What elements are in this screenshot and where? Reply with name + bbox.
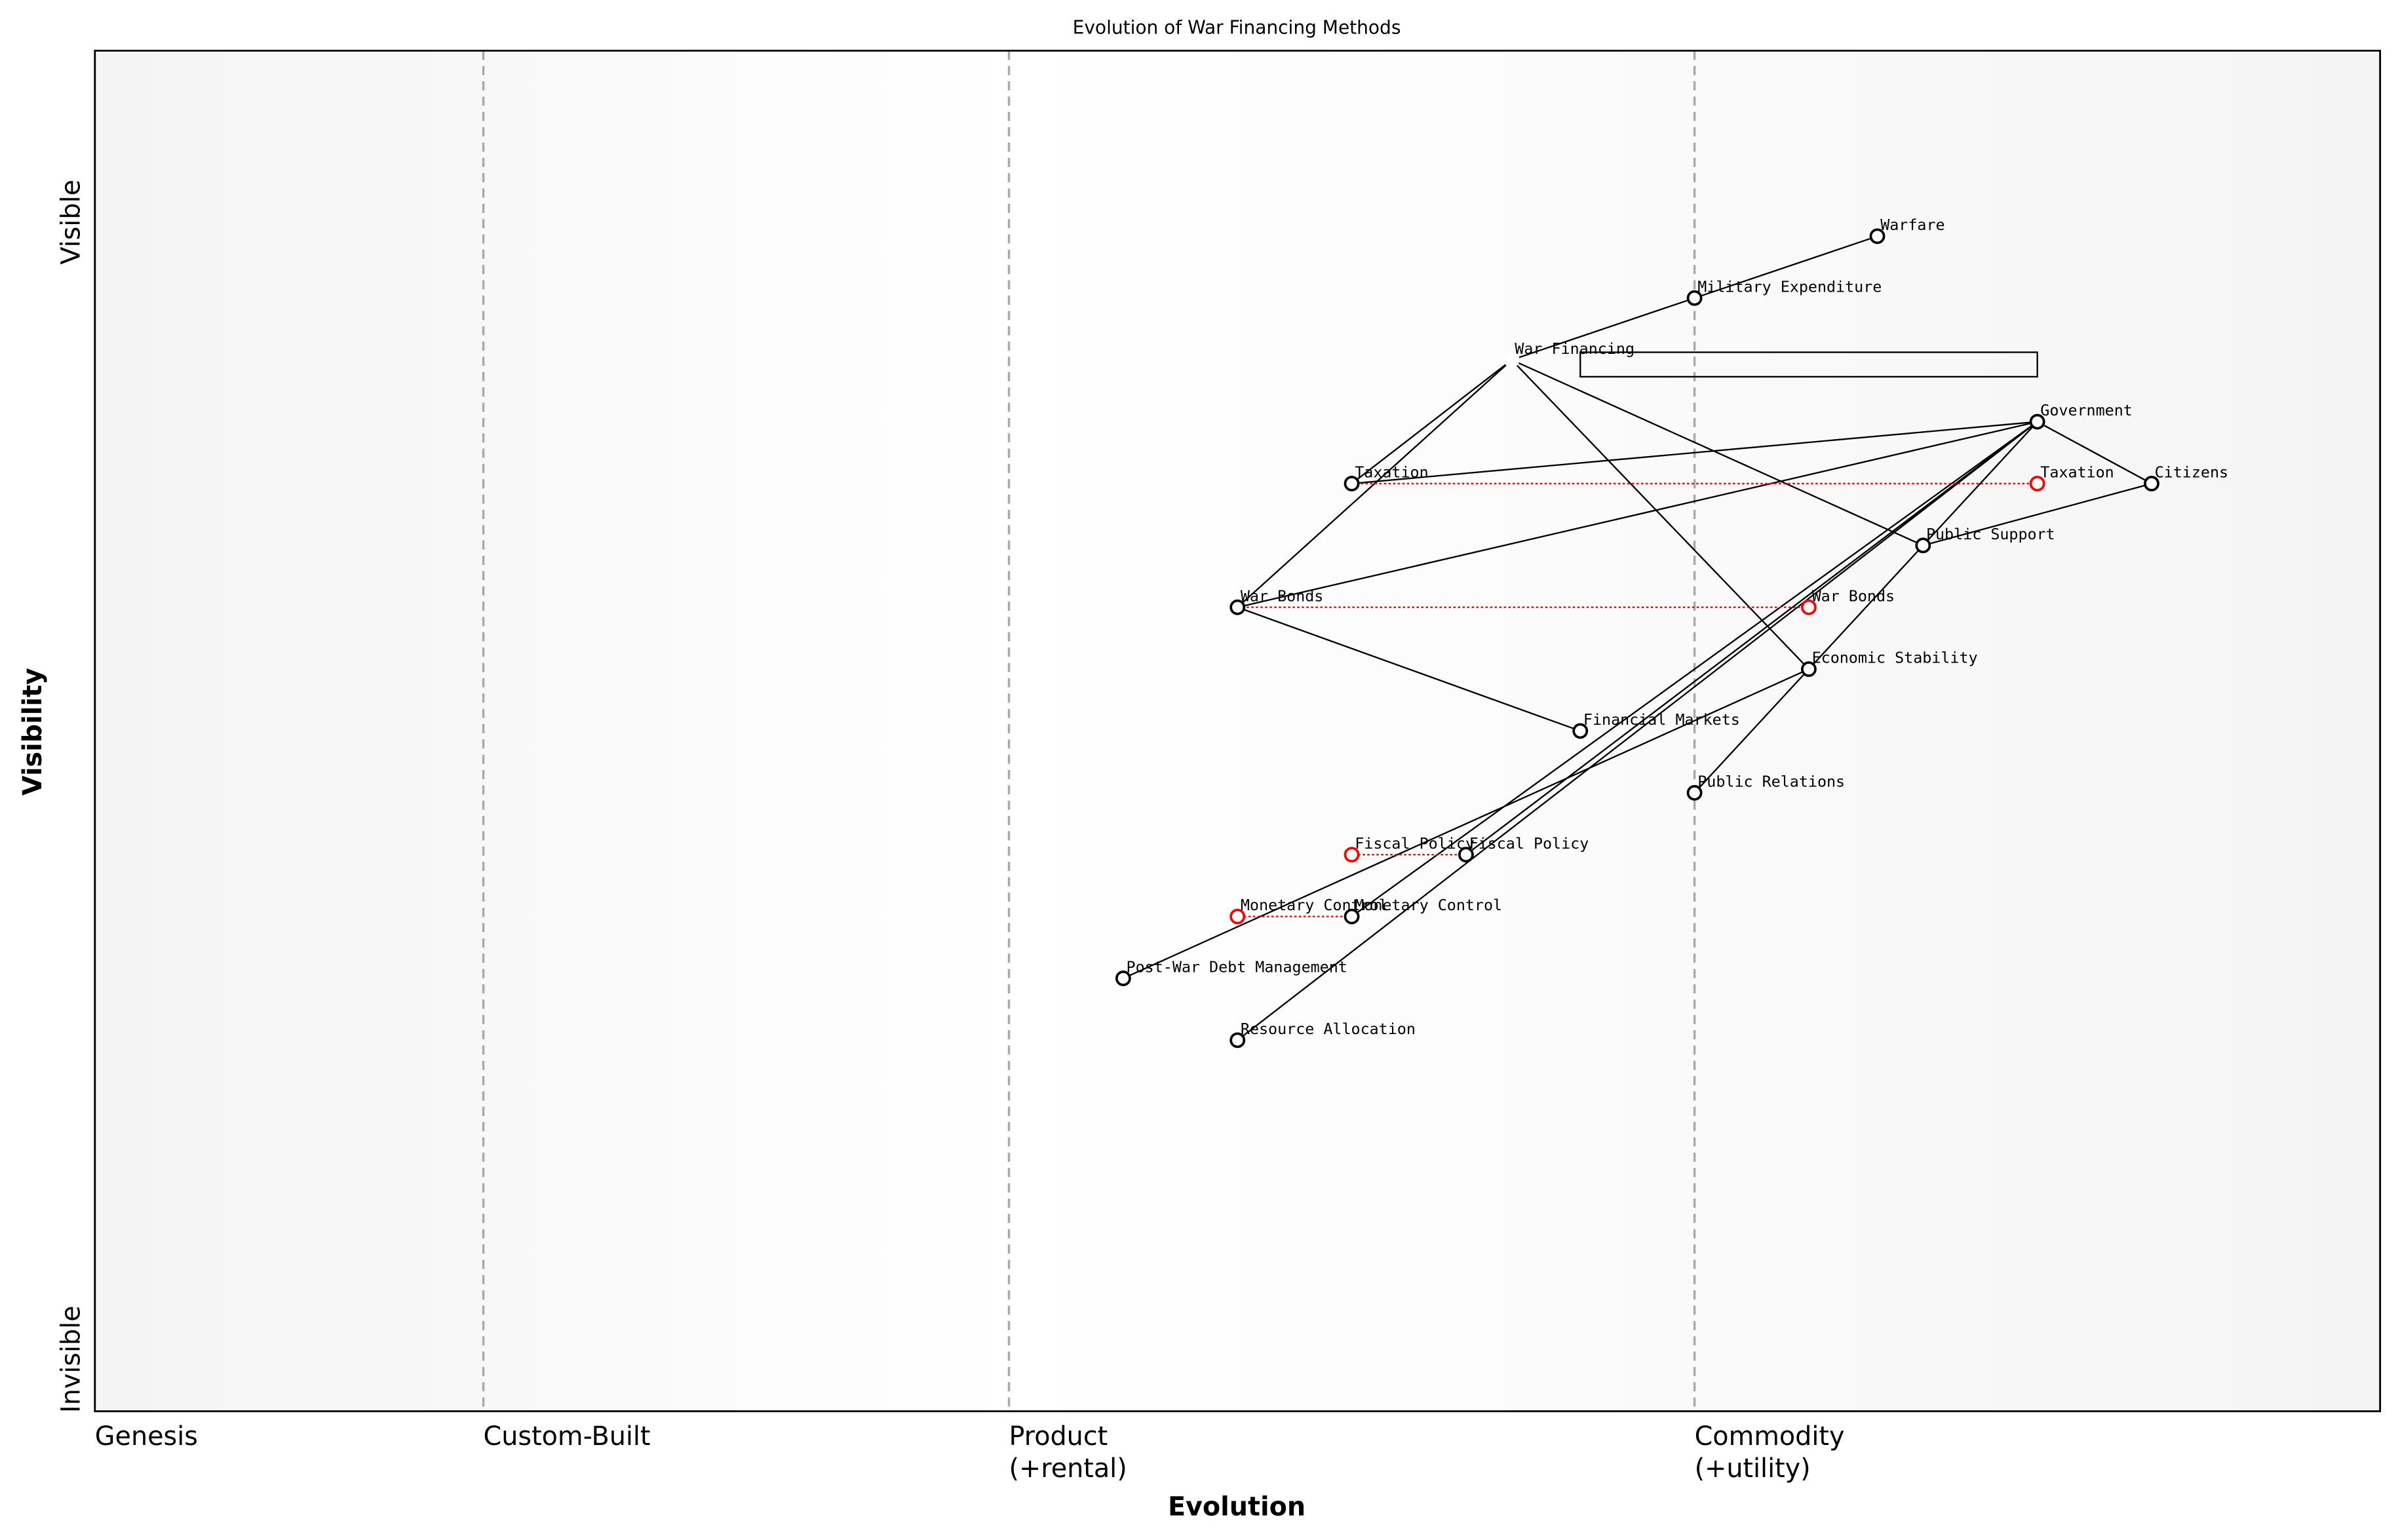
node-marker — [1686, 784, 1703, 801]
node-label: War Financing — [1515, 339, 1635, 358]
node-label: Warfare — [1880, 216, 1945, 234]
node-label: Post-War Debt Management — [1127, 958, 1347, 976]
node-marker — [1686, 290, 1703, 306]
node-label: Fiscal Policy — [1469, 834, 1589, 853]
dependency-link — [1922, 482, 2152, 547]
dependency-link — [1237, 421, 2038, 1041]
node-marker — [1915, 537, 1931, 554]
dependency-link — [1694, 668, 1810, 794]
stage-sublabel: (+rental) — [1009, 1453, 1127, 1484]
node-marker — [1572, 723, 1589, 739]
evolved-node-marker — [2029, 476, 2045, 491]
stage-label: Product — [1009, 1421, 1108, 1452]
node-label: Government — [2040, 401, 2133, 419]
dependency-link — [1511, 359, 1810, 670]
x-axis-label: Evolution — [1168, 1492, 1306, 1522]
node-label: Resource Allocation — [1241, 1020, 1416, 1038]
node-marker — [1801, 661, 1817, 677]
node-marker — [1115, 971, 1131, 986]
evolved-node-marker — [1229, 908, 1246, 925]
node-marker — [2144, 476, 2159, 491]
node-label: Military Expenditure — [1697, 277, 1882, 296]
evolved-node-marker — [1801, 599, 1817, 615]
node-marker — [1344, 908, 1360, 925]
evolved-node-label: War Bonds — [1812, 587, 1895, 605]
node-marker — [1503, 352, 1520, 368]
stage-sublabel: (+utility) — [1695, 1453, 1811, 1484]
stage-label: Commodity — [1695, 1421, 1845, 1452]
dependency-link — [1511, 297, 1695, 361]
dependency-link — [1351, 421, 2038, 485]
dependency-link — [1465, 421, 2038, 856]
node-label: Economic Stability — [1812, 649, 1978, 667]
dependency-link — [1237, 421, 2038, 608]
node-marker — [1869, 228, 1886, 244]
node-marker — [2029, 414, 2045, 430]
stage-label: Genesis — [95, 1421, 198, 1452]
y-bottom-label: Invisible — [56, 1305, 86, 1413]
node-label: Citizens — [2155, 463, 2228, 482]
node-label: Public Support — [1926, 525, 2055, 543]
y-axis-label: Visibility — [18, 668, 48, 796]
y-top-label: Visible — [56, 180, 86, 265]
evolved-node-label: Taxation — [2040, 463, 2114, 482]
node-marker — [1458, 847, 1474, 863]
dependency-link — [2037, 421, 2152, 484]
evolved-node-marker — [1344, 847, 1360, 863]
node-label: Public Relations — [1697, 772, 1845, 790]
dependency-link — [1237, 359, 1513, 608]
dependency-link — [1694, 235, 1878, 299]
evolved-node-label: Monetary Control — [1241, 896, 1388, 914]
node-label: Monetary Control — [1355, 896, 1502, 914]
plot-background — [94, 50, 2380, 1412]
stage-label: Custom-Built — [484, 1421, 651, 1452]
dependency-link — [1123, 668, 1810, 980]
node-marker — [1229, 599, 1246, 615]
node-label: Taxation — [1355, 463, 1428, 482]
node-label: War Bonds — [1241, 587, 1324, 605]
map-title: Evolution of War Financing Methods — [1073, 17, 1401, 39]
node-label: Financial Markets — [1583, 710, 1740, 729]
dependency-link — [1351, 359, 1513, 484]
node-marker — [1344, 476, 1360, 491]
evolved-node-label: Fiscal Policy — [1355, 834, 1475, 853]
plot-frame — [94, 49, 2382, 1412]
pipeline-box — [1579, 351, 2038, 378]
dependency-link — [1237, 606, 1581, 732]
node-marker — [1229, 1032, 1246, 1049]
dependency-link — [1511, 359, 1924, 547]
dependency-link — [1351, 421, 2038, 917]
